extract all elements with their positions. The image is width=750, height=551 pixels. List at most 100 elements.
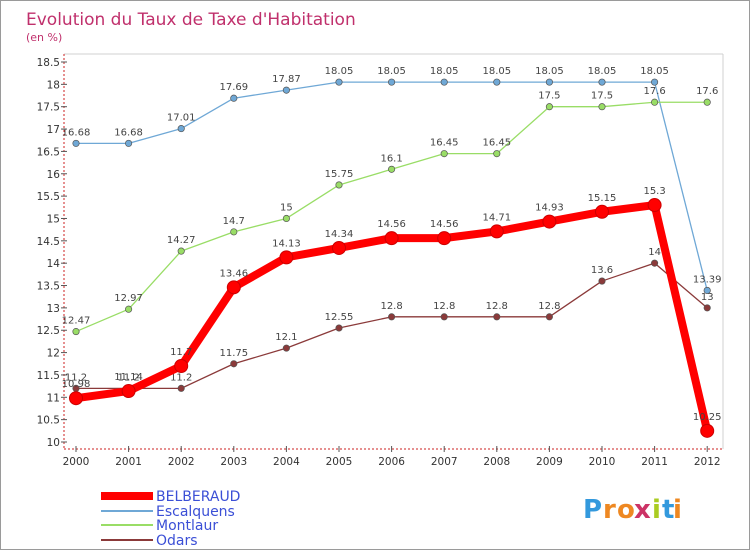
data-point — [282, 214, 290, 223]
data-point — [489, 224, 504, 239]
data-label: 14.7 — [223, 216, 245, 227]
data-point — [226, 280, 241, 295]
data-point — [493, 78, 501, 86]
data-label: 11.2 — [65, 372, 87, 383]
data-point — [598, 277, 606, 285]
x-tick-label: 2012 — [694, 456, 721, 468]
logo-letter: P — [583, 495, 602, 525]
data-label: 15.15 — [588, 193, 617, 204]
data-point — [542, 214, 557, 229]
legend-item-belberaud: BELBERAUD — [101, 489, 240, 505]
y-tick-label: 13 — [47, 303, 60, 315]
data-label: 12.8 — [380, 301, 402, 312]
data-label: 18.05 — [377, 66, 406, 77]
data-point — [651, 98, 659, 106]
data-point — [230, 228, 238, 236]
x-tick-label: 2004 — [273, 456, 300, 468]
legend-item-escalquens: Escalquens — [101, 504, 235, 520]
data-label: 11.14 — [114, 372, 143, 383]
data-point — [651, 78, 659, 86]
data-point — [598, 103, 606, 111]
data-label: 13.6 — [591, 265, 613, 276]
data-point — [388, 313, 396, 321]
data-point — [437, 231, 452, 246]
x-tick-label: 2001 — [115, 456, 142, 468]
data-point — [647, 198, 662, 213]
data-label: 14.93 — [535, 203, 564, 214]
data-label: 18.05 — [535, 66, 564, 77]
data-point — [493, 150, 501, 158]
data-label: 12.8 — [433, 301, 455, 312]
data-label: 18.05 — [640, 66, 669, 77]
x-tick-label: 2003 — [220, 456, 247, 468]
data-label: 14.34 — [325, 229, 354, 240]
x-tick-label: 2005 — [326, 456, 353, 468]
x-tick-label: 2002 — [168, 456, 195, 468]
data-point — [440, 150, 448, 158]
y-tick-label: 18 — [47, 79, 60, 91]
data-point — [700, 423, 715, 438]
logo-letter: i — [673, 495, 682, 525]
data-label: 16.68 — [114, 127, 143, 138]
logo-letter: r — [603, 495, 616, 525]
data-point — [282, 344, 290, 352]
data-point — [177, 125, 185, 133]
series-escalquens: 16.68 16.68 17.01 17.69 17.87 18.05 18.05 18.05… — [62, 66, 722, 294]
x-tick-label: 2006 — [378, 456, 405, 468]
legend-label: Montlaur — [156, 518, 218, 534]
data-label: 12.8 — [486, 301, 508, 312]
y-tick-label: 16.5 — [37, 146, 60, 158]
y-tick-label: 10.5 — [37, 415, 60, 427]
chart-title: Evolution du Taux de Taxe d'Habitation — [26, 10, 356, 30]
data-label: 15 — [280, 202, 293, 213]
data-point — [595, 204, 609, 219]
data-label: 14 — [648, 247, 661, 258]
y-tick-label: 12.5 — [37, 325, 60, 337]
data-point — [282, 86, 290, 94]
x-tick-label: 2011 — [641, 456, 668, 468]
data-point — [545, 313, 553, 321]
data-label: 13 — [701, 292, 714, 303]
data-point — [279, 250, 294, 265]
data-point — [72, 139, 80, 147]
data-point — [335, 324, 343, 332]
x-tick-label: 2009 — [536, 456, 563, 468]
data-label: 15.75 — [325, 169, 354, 180]
chart-subtitle: (en %) — [26, 31, 62, 44]
logo-letter: x — [634, 495, 651, 525]
data-label: 16.1 — [380, 153, 402, 164]
series-odars: 11.2 11.2 11.2 11.75 12.1 12.55 12.8 12.8 12.8 12… — [65, 247, 714, 392]
y-tick-label: 15.5 — [37, 191, 60, 203]
data-label: 17.87 — [272, 74, 301, 85]
data-point — [493, 313, 501, 321]
data-label: 12.97 — [114, 293, 143, 304]
y-tick-label: 11 — [47, 392, 60, 404]
data-label: 16.68 — [62, 127, 91, 138]
series-layer: 16.68 16.68 17.01 17.69 17.87 18.05 18.05 18.05… — [62, 66, 722, 438]
data-point — [440, 78, 448, 86]
y-tick-label: 18.5 — [37, 57, 60, 69]
data-label: 11.2 — [117, 372, 139, 383]
y-tick-label: 11.5 — [37, 370, 60, 382]
data-label: 18.05 — [325, 66, 354, 77]
data-label: 11.7 — [170, 347, 192, 358]
y-tick-label: 17 — [47, 124, 60, 136]
y-tick-label: 15 — [47, 213, 60, 225]
data-label: 13.46 — [219, 268, 248, 279]
data-label: 10.25 — [693, 412, 722, 423]
data-label: 17.5 — [538, 91, 560, 102]
data-label: 14.56 — [430, 219, 459, 230]
logo-letter: i — [652, 495, 661, 525]
data-point — [703, 304, 711, 312]
data-label: 14.27 — [167, 235, 196, 246]
series-line — [75, 101, 708, 333]
logo-letter: o — [617, 495, 635, 525]
data-point — [335, 78, 343, 86]
data-label: 18.05 — [430, 66, 459, 77]
data-label: 12.55 — [325, 312, 354, 323]
data-point — [230, 360, 238, 368]
data-label: 14.71 — [482, 212, 511, 223]
